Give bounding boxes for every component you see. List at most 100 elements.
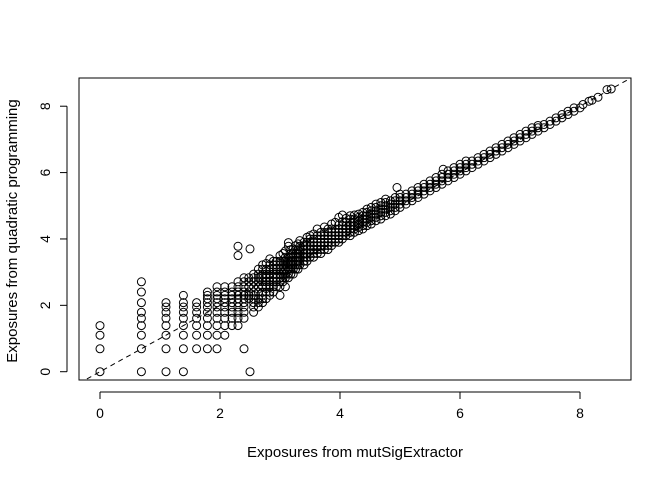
data-point [390,192,400,202]
data-point [192,330,202,340]
data-point [268,282,278,292]
data-point [227,282,237,292]
data-point [390,196,400,206]
data-point [202,321,212,331]
data-point [283,269,293,279]
data-point [161,313,171,323]
data-point [366,209,376,219]
data-point [233,313,243,323]
data-point [245,367,255,377]
data-point [220,307,230,317]
data-point [220,287,230,297]
data-point [202,290,212,300]
x-tick-label: 0 [96,405,104,421]
data-point [192,307,202,317]
data-point [202,307,212,317]
data-point [178,330,188,340]
data-point [249,287,259,297]
data-point [192,298,202,308]
data-point [161,330,171,340]
data-point [385,196,395,206]
data-point [202,287,212,297]
data-point [233,251,243,261]
data-point [390,202,400,212]
data-point [275,251,285,261]
data-point [249,282,259,292]
data-point [95,330,105,340]
data-point [438,164,448,174]
data-point [192,313,202,323]
data-point [275,282,285,292]
plot-frame [78,77,632,381]
data-point [136,344,146,354]
data-point [233,321,243,331]
x-tick-label: 4 [336,405,344,421]
data-point [161,367,171,377]
data-point [95,321,105,331]
data-point [385,199,395,209]
data-point [239,344,249,354]
data-point [249,290,259,300]
data-point [178,344,188,354]
data-point [233,307,243,317]
data-point [280,282,290,292]
data-point [239,290,249,300]
data-point [593,92,603,102]
data-point [249,307,259,317]
data-point [233,282,243,292]
data-point [192,302,202,312]
data-point [136,307,146,317]
y-tick-label: 6 [37,168,53,176]
x-tick-label: 2 [216,405,224,421]
data-point [286,269,296,279]
y-tick-label: 2 [37,301,53,309]
data-point [381,201,391,211]
data-point [178,367,188,377]
data-point [178,313,188,323]
x-tick-label: 6 [456,405,464,421]
data-point [366,206,376,216]
data-point [390,206,400,216]
data-point [376,197,386,207]
data-point [161,302,171,312]
data-point [381,204,391,214]
data-point [192,344,202,354]
data-point [220,290,230,300]
data-point [288,269,298,279]
data-point [239,307,249,317]
data-point [381,194,391,204]
x-axis-label: Exposures from mutSigExtractor [247,444,463,461]
data-point [239,313,249,323]
data-point [606,84,616,94]
data-point [136,277,146,287]
data-point [220,282,230,292]
data-point [366,202,376,212]
data-point [220,321,230,331]
data-point [376,204,386,214]
data-point [366,219,376,229]
data-point [371,202,381,212]
data-point [178,307,188,317]
data-point [381,207,391,217]
data-point [381,197,391,207]
data-point [220,298,230,308]
data-point [178,298,188,308]
data-point [371,206,381,216]
data-point [178,290,188,300]
data-point [227,313,237,323]
data-point [239,294,249,304]
data-point [376,214,386,224]
data-point [161,307,171,317]
y-axis-label: Exposures from quadratic programming [4,99,21,362]
data-point [136,298,146,308]
data-point [136,313,146,323]
data-point [136,367,146,377]
data-point [376,201,386,211]
data-point [220,313,230,323]
data-point [202,330,212,340]
data-point [136,287,146,297]
data-point [233,241,243,251]
data-point [385,209,395,219]
data-point [239,282,249,292]
